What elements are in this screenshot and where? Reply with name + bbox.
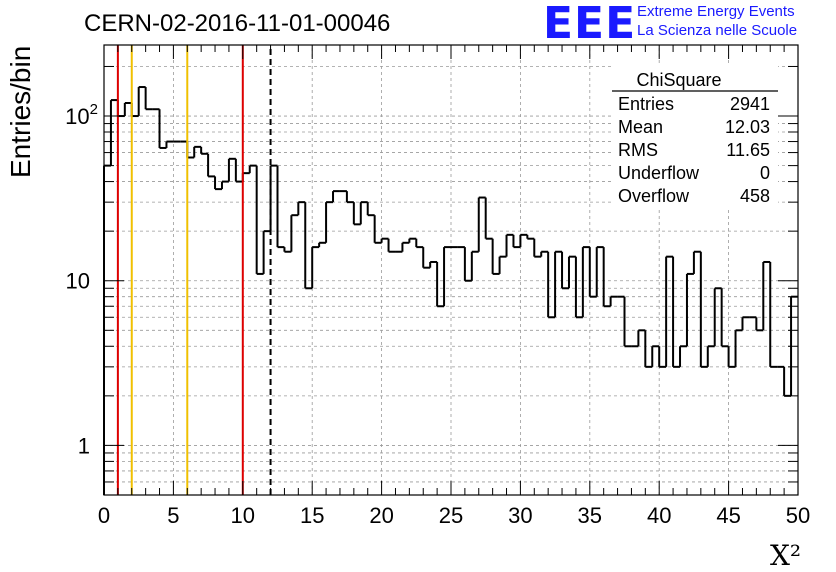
x-tick-label: 5	[167, 503, 179, 528]
logo-caption-line1: Extreme Energy Events	[637, 3, 795, 20]
x-tick-label: 35	[578, 503, 602, 528]
y-axis-label: Entries/bin	[5, 46, 36, 178]
x-axis-label: X²	[770, 539, 801, 572]
run-title: CERN-02-2016-11-01-00046	[84, 10, 391, 37]
stats-background	[612, 66, 778, 208]
stats-value: 11.65	[726, 140, 770, 160]
stats-value: 2941	[730, 94, 770, 114]
stats-label: Underflow	[618, 163, 700, 183]
x-tick-label: 20	[369, 503, 393, 528]
x-tick-label: 25	[439, 503, 463, 528]
x-tick-label: 40	[647, 503, 671, 528]
x-tick-label: 30	[508, 503, 532, 528]
x-tick-label: 45	[716, 503, 740, 528]
axis-ticks: 0 5 10 15 20 25 30 35 40 45 50 1 10 102	[65, 45, 810, 528]
x-tick-label: 15	[300, 503, 324, 528]
eee-logo: EEE	[543, 0, 637, 49]
y-tick-label: 102	[65, 101, 98, 129]
stats-label: RMS	[618, 140, 658, 160]
stats-label: Entries	[618, 94, 674, 114]
stats-label: Overflow	[618, 186, 690, 206]
y-tick-label: 10	[66, 269, 90, 294]
y-tick-label: 1	[78, 433, 90, 458]
stats-title: ChiSquare	[636, 70, 721, 90]
x-tick-label: 10	[231, 503, 255, 528]
x-tick-label: 0	[98, 503, 110, 528]
logo-caption-line2: La Scienza nelle Scuole	[637, 22, 798, 39]
marker-lines	[116, 45, 272, 495]
stats-label: Mean	[618, 117, 663, 137]
stats-value: 12.03	[725, 117, 770, 137]
stats-value: 0	[760, 163, 770, 183]
x-tick-label: 50	[786, 503, 810, 528]
logo-caption: Extreme Energy Events La Scienza nelle S…	[637, 2, 797, 40]
stats-box: ChiSquare Entries 2941 Mean 12.03 RMS 11.65 Und…	[612, 66, 778, 208]
stats-value: 458	[740, 186, 770, 206]
